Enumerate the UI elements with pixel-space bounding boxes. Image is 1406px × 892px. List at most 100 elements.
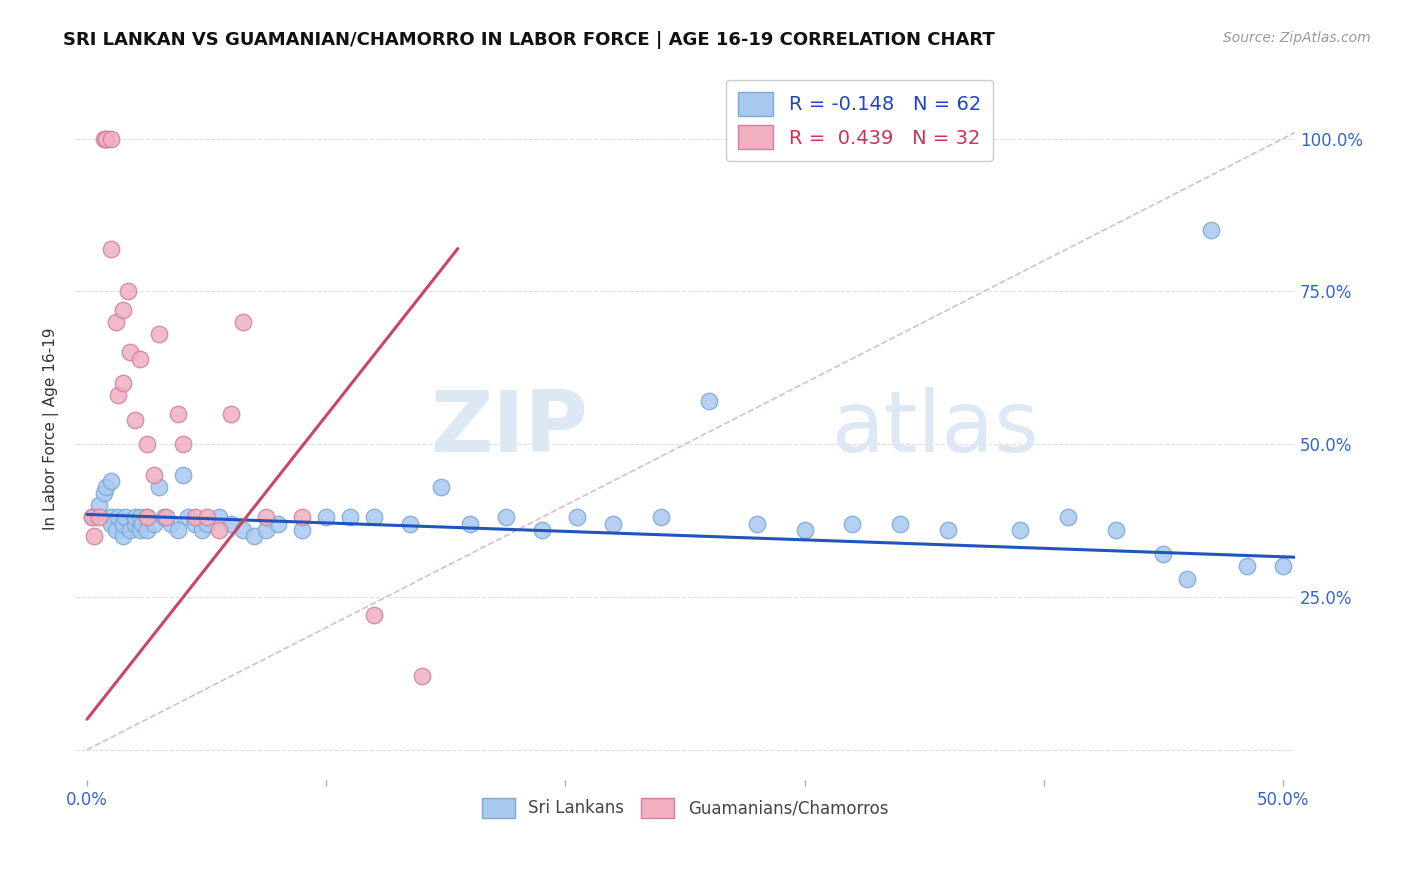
Point xyxy=(650,510,672,524)
Point xyxy=(411,669,433,683)
Point xyxy=(1236,559,1258,574)
Point xyxy=(567,510,589,524)
Point xyxy=(159,516,181,531)
Point xyxy=(128,351,150,366)
Point xyxy=(841,516,863,531)
Point xyxy=(107,388,129,402)
Point xyxy=(172,467,194,482)
Point xyxy=(219,516,242,531)
Point xyxy=(745,516,768,531)
Point xyxy=(104,315,127,329)
Point xyxy=(207,523,229,537)
Point xyxy=(363,510,385,524)
Point xyxy=(135,510,157,524)
Point xyxy=(1201,223,1223,237)
Point xyxy=(96,131,118,145)
Point xyxy=(100,474,122,488)
Point xyxy=(152,510,174,524)
Point xyxy=(167,407,190,421)
Point xyxy=(80,510,103,524)
Point xyxy=(231,523,253,537)
Point xyxy=(135,510,157,524)
Point xyxy=(100,131,122,145)
Point xyxy=(291,510,314,524)
Point xyxy=(219,407,242,421)
Point xyxy=(430,480,453,494)
Point xyxy=(793,523,815,537)
Point xyxy=(128,510,150,524)
Point xyxy=(111,529,134,543)
Point xyxy=(155,510,177,524)
Point xyxy=(1177,572,1199,586)
Point xyxy=(458,516,481,531)
Point xyxy=(120,523,142,537)
Point xyxy=(191,523,214,537)
Point xyxy=(231,315,253,329)
Point xyxy=(936,523,959,537)
Point xyxy=(183,510,205,524)
Point xyxy=(87,498,110,512)
Point xyxy=(148,327,170,342)
Point xyxy=(96,131,118,145)
Point xyxy=(111,376,134,390)
Point xyxy=(148,480,170,494)
Point xyxy=(697,394,720,409)
Legend: Sri Lankans, Guamanians/Chamorros: Sri Lankans, Guamanians/Chamorros xyxy=(475,791,896,825)
Point xyxy=(80,510,103,524)
Point xyxy=(124,413,146,427)
Point xyxy=(207,510,229,524)
Point xyxy=(167,523,190,537)
Point xyxy=(100,516,122,531)
Point xyxy=(495,510,517,524)
Point xyxy=(183,516,205,531)
Point xyxy=(1104,523,1126,537)
Point xyxy=(100,242,122,256)
Point xyxy=(1008,523,1031,537)
Point xyxy=(256,523,278,537)
Point xyxy=(128,523,150,537)
Point xyxy=(195,516,218,531)
Point xyxy=(243,529,266,543)
Point xyxy=(111,302,134,317)
Text: ZIP: ZIP xyxy=(430,387,588,470)
Point xyxy=(256,510,278,524)
Point xyxy=(530,523,553,537)
Point xyxy=(135,437,157,451)
Point xyxy=(114,510,136,524)
Text: SRI LANKAN VS GUAMANIAN/CHAMORRO IN LABOR FORCE | AGE 16-19 CORRELATION CHART: SRI LANKAN VS GUAMANIAN/CHAMORRO IN LABO… xyxy=(63,31,995,49)
Point xyxy=(143,467,166,482)
Point xyxy=(100,510,122,524)
Point xyxy=(124,510,146,524)
Point xyxy=(117,285,139,299)
Point xyxy=(93,131,115,145)
Point xyxy=(1152,547,1174,561)
Point xyxy=(172,437,194,451)
Point xyxy=(111,516,134,531)
Point xyxy=(1272,559,1295,574)
Point xyxy=(291,523,314,537)
Y-axis label: In Labor Force | Age 16-19: In Labor Force | Age 16-19 xyxy=(44,327,59,530)
Point xyxy=(107,510,129,524)
Point xyxy=(83,529,105,543)
Point xyxy=(399,516,422,531)
Point xyxy=(135,523,157,537)
Point xyxy=(124,516,146,531)
Point xyxy=(315,510,337,524)
Point xyxy=(93,486,115,500)
Point xyxy=(602,516,624,531)
Point xyxy=(143,516,166,531)
Point xyxy=(96,480,118,494)
Point xyxy=(131,516,153,531)
Point xyxy=(176,510,198,524)
Point xyxy=(267,516,290,531)
Text: atlas: atlas xyxy=(831,387,1039,470)
Point xyxy=(889,516,911,531)
Point xyxy=(339,510,361,524)
Point xyxy=(104,523,127,537)
Point xyxy=(120,345,142,359)
Point xyxy=(1056,510,1078,524)
Point xyxy=(87,510,110,524)
Point xyxy=(195,510,218,524)
Text: Source: ZipAtlas.com: Source: ZipAtlas.com xyxy=(1223,31,1371,45)
Point xyxy=(363,608,385,623)
